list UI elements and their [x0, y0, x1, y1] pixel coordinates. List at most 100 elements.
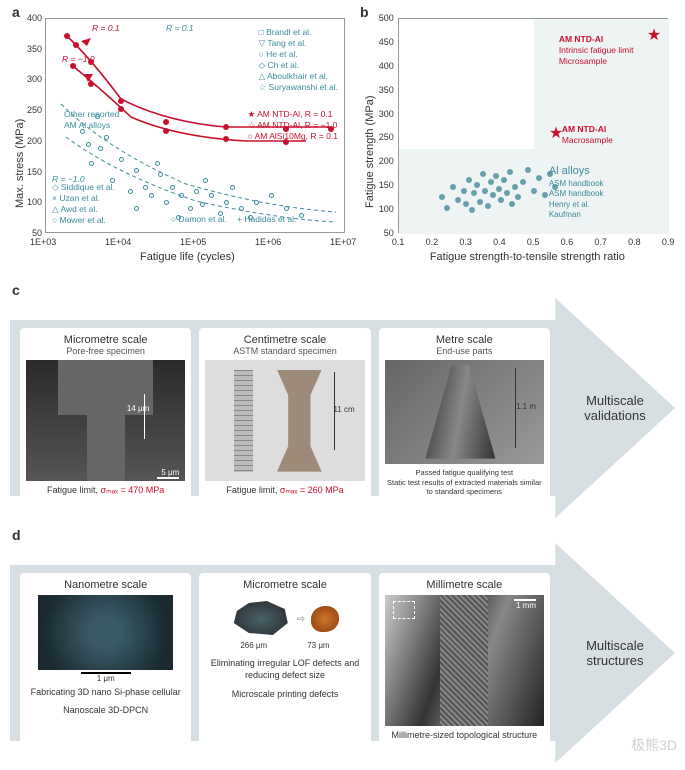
- lg-r3: Ch et al.: [267, 60, 299, 70]
- c2-cap: Fatigue limit, σₘₐₓ = 260 MPa: [226, 485, 343, 497]
- top-row: Max. stress (MPa) R = 0.1 R = 0.1 R = −1…: [10, 8, 675, 270]
- d2-cap1: Eliminating irregular LOF defects and re…: [205, 658, 364, 681]
- al-notes: ASM handbook ASM handbook Henry et al. K…: [549, 179, 604, 221]
- a-xtick: 1E+06: [255, 237, 281, 247]
- lg-r4: Aboulkhair et al.: [267, 71, 328, 81]
- c2-title: Centimetre scale: [244, 334, 327, 346]
- b-point: [496, 186, 502, 192]
- a-ytick: 300: [24, 74, 42, 84]
- a-teal-point: [224, 200, 229, 205]
- d1-cap2: Nanoscale 3D-DPCN: [63, 705, 148, 717]
- c1-img: 14 μm 5 μm: [26, 360, 185, 481]
- d1-img: [38, 595, 173, 670]
- c2-cap1: Fatigue limit,: [226, 485, 280, 495]
- n0: ASM handbook: [549, 179, 604, 189]
- b-xtick: 0.6: [561, 237, 574, 247]
- card-d-milli: Millimetre scale 1 mm Millimetre-sized t…: [379, 573, 550, 748]
- c2-img: 11 cm: [205, 360, 364, 481]
- a-teal-point: [158, 172, 163, 177]
- star1-l1: AM NTD-Al: [559, 34, 603, 45]
- lg-r0: Brandl et al.: [266, 27, 311, 37]
- chart-a-plot: R = 0.1 R = 0.1 R = −1.0 R = −1.0 Other …: [45, 18, 345, 233]
- d2-dims: 266 μm 73 μm: [240, 641, 329, 650]
- anno-rm1: R = −1.0: [62, 54, 95, 65]
- chart-b-plot: ★ ★ AM NTD-Al Intrinsic fatigue limit Mi…: [398, 18, 668, 233]
- b-point: [485, 203, 491, 209]
- b-xtick: 0.5: [527, 237, 540, 247]
- b-xtick: 0.4: [493, 237, 506, 247]
- c1-title: Micrometre scale: [64, 334, 148, 346]
- panel-d-label: d: [12, 527, 21, 543]
- b-ytick: 250: [376, 132, 394, 142]
- card-c-metre: Metre scale End-use parts 1.1 m Passed f…: [379, 328, 550, 503]
- c3-sub: End-use parts: [436, 346, 492, 356]
- d2-imgs: ⇨: [231, 599, 339, 639]
- a-teal-point: [194, 189, 199, 194]
- a-red-point: [73, 42, 79, 48]
- a-teal-point: [86, 142, 91, 147]
- c2-dim: 11 cm: [333, 405, 354, 414]
- b-point: [504, 190, 510, 196]
- d2-dim1: 266 μm: [240, 641, 267, 650]
- b-point: [542, 192, 548, 198]
- a-teal-point: [254, 200, 259, 205]
- lg-l0: Siddique et al.: [61, 182, 115, 192]
- lg-l3: Mower et al.: [60, 215, 106, 225]
- a-xtick: 1E+04: [105, 237, 131, 247]
- a-xtick: 1E+03: [30, 237, 56, 247]
- a-ytick: 250: [24, 105, 42, 115]
- a-teal-point: [230, 185, 235, 190]
- b-ytick: 150: [376, 180, 394, 190]
- a-ytick: 400: [24, 13, 42, 23]
- b-point: [477, 199, 483, 205]
- c3-cap: Passed fatigue qualifying test Static te…: [385, 468, 544, 497]
- lg-b0: Damon et al.: [179, 214, 227, 224]
- cards-d: Nanometre scale 1 μm Fabricating 3D nano…: [20, 573, 550, 748]
- n3: Kaufman: [549, 210, 604, 220]
- b-point: [455, 197, 461, 203]
- al-label: Al alloys: [549, 164, 590, 178]
- card-d-nano: Nanometre scale 1 μm Fabricating 3D nano…: [20, 573, 191, 748]
- d1-cap1: Fabricating 3D nano Si-phase cellular: [31, 687, 181, 699]
- c1-cap: Fatigue limit, σₘₐₓ = 470 MPa: [47, 485, 164, 497]
- c1-sig: σₘₐₓ: [101, 485, 118, 495]
- star1-l3: Microsample: [559, 56, 607, 67]
- b-xtick: 0.1: [392, 237, 405, 247]
- a-ytick: 200: [24, 136, 42, 146]
- a-ytick: 350: [24, 44, 42, 54]
- a-teal-point: [299, 213, 304, 218]
- a-teal-point: [200, 202, 205, 207]
- a-xtick: 1E+07: [330, 237, 356, 247]
- b-point: [512, 184, 518, 190]
- c1-cap1: Fatigue limit,: [47, 485, 101, 495]
- a-teal-point: [164, 200, 169, 205]
- star2-l2: Macrosample: [562, 135, 613, 146]
- a-xtick: 1E+05: [180, 237, 206, 247]
- b-point: [525, 167, 531, 173]
- b-point: [480, 171, 486, 177]
- a-teal-point: [119, 157, 124, 162]
- a-teal-point: [170, 185, 175, 190]
- star2-l1: AM NTD-Al: [562, 124, 606, 135]
- lg-r2: He et al.: [266, 49, 298, 59]
- a-teal-point: [128, 189, 133, 194]
- legend-red: ★ AM NTD-Al, R = 0.1 ☆ AM NTD-Al, R = −1…: [248, 109, 338, 142]
- star1-l2: Intrinsic fatigue limit: [559, 45, 634, 56]
- a-ytick: 150: [24, 167, 42, 177]
- lg-r1: Tang et al.: [267, 38, 306, 48]
- a-red-point: [223, 124, 229, 130]
- panel-c: Multiscale validations Micrometre scale …: [10, 298, 675, 518]
- lg-r5: Suryawanshi et al.: [269, 82, 338, 92]
- legend-teal-bottom: ○ Damon et al. + Hadidas et al.: [171, 214, 296, 225]
- n2: Henry et al.: [549, 200, 604, 210]
- anno-r01: R = 0.1: [92, 23, 120, 34]
- c1-dim: 14 μm: [127, 404, 149, 413]
- anno-r01-r: R = 0.1: [166, 23, 194, 34]
- d2-title: Micrometre scale: [243, 579, 327, 591]
- c1-sub: Pore-free specimen: [66, 346, 145, 356]
- legend-teal-left: ◇ Siddique et al. × Uzan et al. △ Awd et…: [52, 182, 115, 226]
- b-point: [507, 169, 513, 175]
- d3-title: Millimetre scale: [426, 579, 502, 591]
- c1-scale: 5 μm: [161, 468, 179, 477]
- a-red-point: [88, 81, 94, 87]
